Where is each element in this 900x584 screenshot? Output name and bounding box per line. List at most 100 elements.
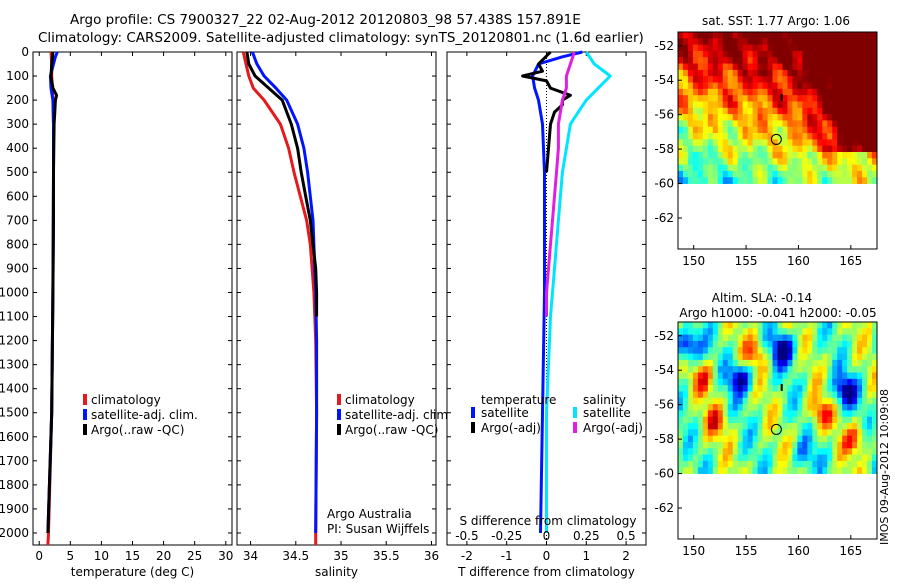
map-cell [702, 404, 709, 411]
map-cell [772, 378, 778, 386]
map-cell [727, 133, 734, 140]
map-cell [822, 429, 828, 437]
map-cell [687, 164, 694, 172]
map-cell [822, 467, 828, 474]
map-cell [678, 467, 684, 474]
map-cell [842, 328, 848, 336]
map-cell [702, 467, 709, 474]
map-cell [692, 82, 699, 90]
map-cell [722, 164, 729, 172]
map-cell [842, 139, 848, 147]
map-cell [682, 76, 689, 83]
map-cell [747, 410, 754, 418]
map-cell [822, 378, 828, 386]
map-cell [857, 38, 863, 46]
map-cell [687, 429, 694, 437]
map-cell [682, 416, 689, 424]
map-cell [867, 38, 873, 46]
map-cell [857, 429, 863, 437]
map-cell [687, 353, 694, 361]
map-cell [782, 353, 788, 361]
map-cell [707, 57, 714, 64]
map-cell [717, 404, 724, 411]
map-cell [872, 397, 878, 405]
map-cell [687, 133, 694, 140]
map-cell [732, 151, 739, 159]
map-cell [682, 385, 689, 392]
map-cell [742, 340, 749, 348]
map-cell [687, 372, 694, 380]
map-cell [767, 38, 773, 46]
map-cell [742, 385, 749, 392]
map-cell [772, 391, 778, 399]
map-cell [802, 460, 808, 468]
map-cell [697, 372, 704, 380]
map-cell [857, 50, 863, 58]
map-cell [862, 435, 868, 443]
map-cell [702, 410, 709, 418]
map-cell [717, 145, 724, 153]
map-cell [802, 57, 808, 64]
map-cell [792, 120, 798, 128]
map-cell [687, 114, 694, 121]
map-cell [817, 57, 823, 64]
map-cell [752, 95, 759, 102]
series-line-2 [46, 51, 59, 534]
x-tick-label: 2 [622, 549, 630, 563]
map-cell [707, 50, 714, 58]
map-cell [737, 467, 744, 474]
map-cell [852, 397, 858, 405]
map-cell [692, 38, 699, 46]
map-cell [812, 441, 818, 449]
map-cell [697, 44, 704, 52]
map-cell [742, 82, 749, 90]
map-cell [772, 145, 778, 153]
x-tick-label: 35 [333, 549, 348, 563]
map-cell [787, 57, 793, 64]
map-cell [697, 164, 704, 172]
map-cell [722, 38, 729, 46]
map-cell [772, 410, 778, 418]
map-cell [747, 126, 754, 134]
map-cell [727, 114, 734, 121]
map-cell [678, 423, 684, 430]
map-cell [872, 410, 878, 418]
map-cell [807, 139, 813, 147]
map-cell [752, 164, 759, 172]
map-cell [832, 50, 838, 58]
map-cell [747, 69, 754, 77]
map-cell [742, 334, 749, 342]
map-cell [797, 76, 803, 83]
map-cell [857, 44, 863, 52]
map-cell [867, 57, 873, 64]
map-cell [727, 397, 734, 405]
map-cell [732, 454, 739, 462]
map-cell [702, 378, 709, 386]
map-cell [822, 151, 828, 159]
x-tick-label: 155 [735, 544, 758, 558]
map-cell [807, 460, 813, 468]
map-cell [872, 441, 878, 449]
x-tick-label: 20 [156, 549, 171, 563]
sla-map-title: Altim. SLA: -0.14 [712, 291, 812, 305]
map-cell [697, 50, 704, 58]
map-cell [777, 44, 783, 52]
map-cell [682, 63, 689, 71]
map-cell [802, 120, 808, 128]
map-cell [802, 164, 808, 172]
map-cell [822, 82, 828, 90]
map-cell [717, 120, 724, 128]
map-cell [697, 133, 704, 140]
map-cell [852, 145, 858, 153]
map-cell [817, 435, 823, 443]
map-cell [807, 114, 813, 121]
map-cell [837, 57, 843, 64]
map-cell [832, 460, 838, 468]
map-cell [797, 32, 803, 39]
map-cell [822, 32, 828, 39]
map-cell [717, 322, 724, 329]
map-cell [822, 448, 828, 456]
map-cell [742, 347, 749, 354]
map-cell [842, 145, 848, 153]
map-cell [742, 139, 749, 147]
